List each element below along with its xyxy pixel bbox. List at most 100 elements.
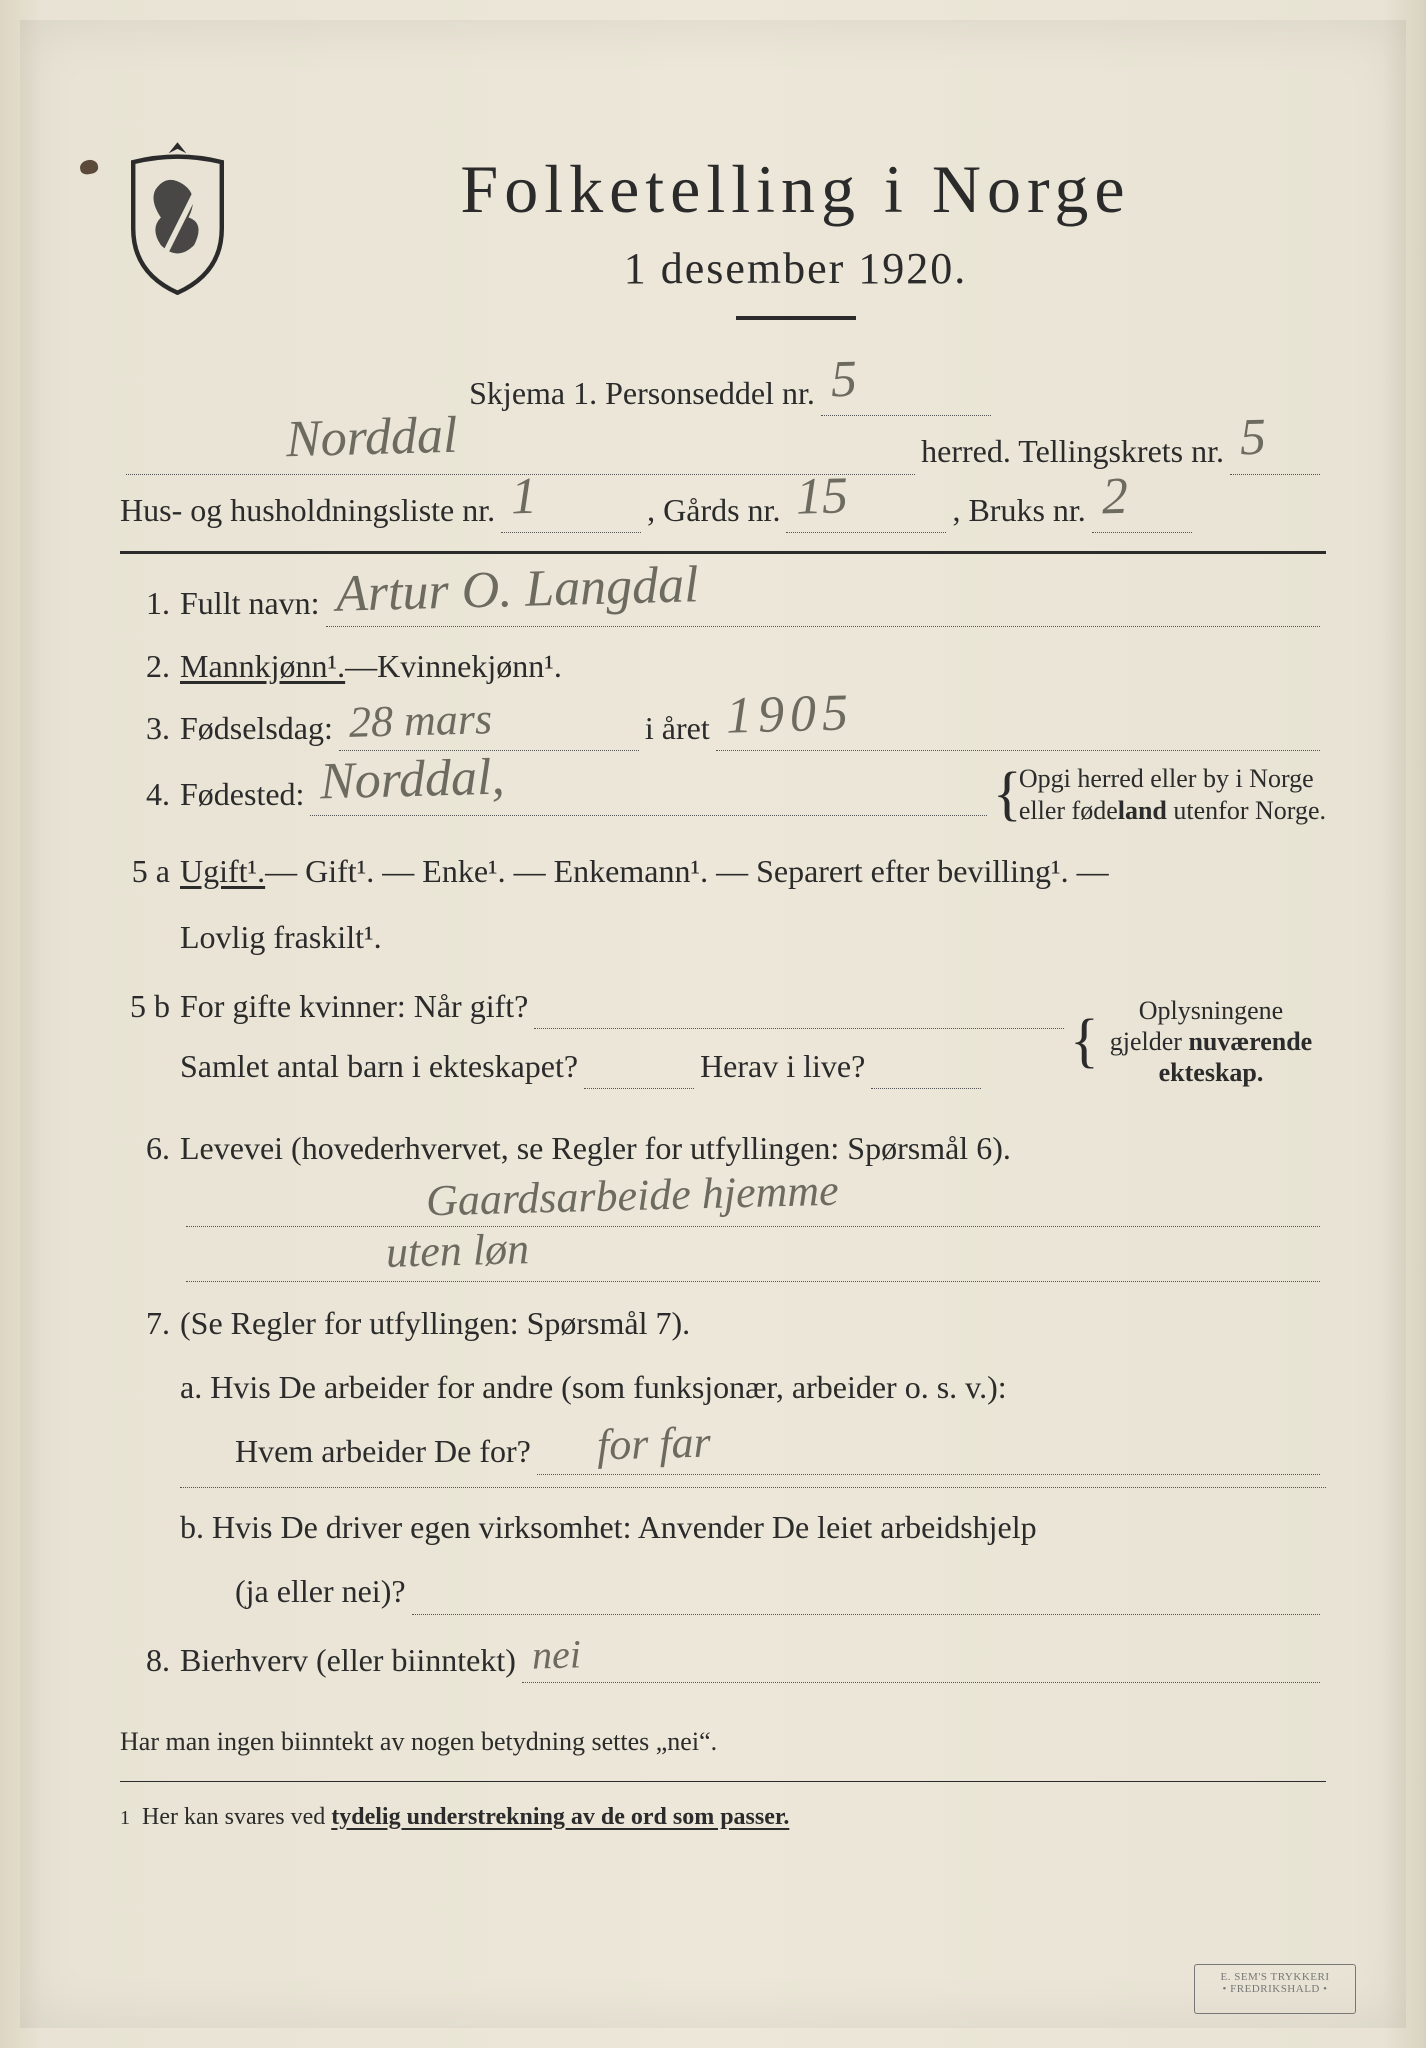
bruks-value: 2 (1101, 458, 1129, 534)
q6-num: 6. (120, 1125, 170, 1171)
title-rule (736, 316, 856, 320)
q2-num: 2. (120, 643, 170, 689)
q5a-rest: — Gift¹. — Enke¹. — Enkemann¹. — Separer… (265, 848, 1109, 894)
q3-year-field: 1905 (716, 708, 1320, 751)
q7a-label: a. Hvis De arbeider for andre (som funks… (180, 1364, 1007, 1410)
q3-num: 3. (120, 705, 170, 751)
q6-field2: uten løn (186, 1239, 1320, 1282)
q5b-l2b: Herav i live? (700, 1043, 865, 1089)
q5b-note: Oplysningene gjelder nuværende ekteskap. (1070, 995, 1326, 1089)
q8-label: Bierhverv (eller biinntekt) (180, 1637, 516, 1683)
q5b-note-l2: gjelder nuværende (1110, 1027, 1312, 1056)
q5a-line2: Lovlig fraskilt¹. (180, 914, 1326, 960)
skjema-label: Skjema 1. Personseddel nr. (469, 370, 815, 416)
main-title: Folketelling i Norge (265, 150, 1326, 229)
q7a-sub: Hvem arbeider De for? (235, 1428, 531, 1474)
q6-field1: Gaardsarbeide hjemme (186, 1184, 1320, 1227)
q1-num: 1. (120, 580, 170, 626)
q4-field: Norddal, (310, 773, 986, 816)
q5b-block: 5 b For gifte kvinner: Når gift? Samlet … (120, 983, 1326, 1102)
title-block: Folketelling i Norge 1 desember 1920. (265, 150, 1326, 320)
q7b-sub: (ja eller nei)? (235, 1568, 406, 1614)
q1-field: Artur O. Langdal (326, 584, 1320, 627)
q7a-value: for far (596, 1411, 711, 1478)
stamp-l1: E. SEM'S TRYKKERI (1195, 1971, 1355, 1983)
q5b-gift-field (534, 986, 1064, 1029)
stamp-l2: • FREDRIKSHALD • (1195, 1983, 1355, 1995)
gards-label: , Gårds nr. (647, 487, 780, 533)
husliste-label: Hus- og husholdningsliste nr. (120, 487, 495, 533)
q7b-label: b. Hvis De driver egen virksomhet: Anven… (180, 1504, 1037, 1550)
census-form-page: Folketelling i Norge 1 desember 1920. Sk… (0, 0, 1426, 2048)
q4-value: Norddal, (319, 739, 505, 819)
q3-line: 3. Fødselsdag: 28 mars i året 1905 (120, 705, 1326, 751)
q5a-line1: 5 a Ugift¹. — Gift¹. — Enke¹. — Enkemann… (120, 848, 1326, 894)
q1-value: Artur O. Langdal (335, 547, 699, 632)
herred-label: herred. Tellingskrets nr. (921, 428, 1224, 474)
q3-mid: i året (645, 705, 710, 751)
q2-dash: — (345, 643, 377, 689)
gards-field: 15 (786, 490, 946, 533)
q4-label: Fødested: (180, 771, 304, 817)
q6-value-line1: Gaardsarbeide hjemme (180, 1184, 1326, 1227)
q8-field: nei (522, 1640, 1320, 1683)
q7a-line: a. Hvis De arbeider for andre (som funks… (180, 1364, 1326, 1410)
personseddel-nr-field: 5 (821, 373, 991, 416)
q8-line: 8. Bierhverv (eller biinntekt) nei (120, 1637, 1326, 1683)
q5b-l1a: For gifte kvinner: Når gift? (180, 983, 528, 1029)
q7a-field: for far (537, 1432, 1320, 1475)
q5b-note-l3: ekteskap. (1159, 1058, 1264, 1087)
q7b-field (412, 1572, 1320, 1615)
q5b-num: 5 b (120, 983, 170, 1029)
q6-value-line2: uten løn (180, 1239, 1326, 1282)
form-body: Skjema 1. Personseddel nr. 5 Norddal her… (120, 370, 1326, 1835)
printer-stamp: E. SEM'S TRYKKERI • FREDRIKSHALD • (1194, 1964, 1356, 2014)
q4-note: Opgi herred eller by i Norge eller fødel… (993, 763, 1326, 825)
q5b-note-l1: Oplysningene (1139, 996, 1283, 1025)
husliste-value: 1 (510, 458, 538, 534)
q7b-sub-line: (ja eller nei)? (235, 1568, 1326, 1614)
tellingskrets-field: 5 (1230, 432, 1320, 475)
bruks-label: , Bruks nr. (952, 487, 1085, 533)
q5b-barn-field (584, 1046, 694, 1089)
header: Folketelling i Norge 1 desember 1920. (120, 140, 1326, 320)
q3-label: Fødselsdag: (180, 705, 333, 751)
subtitle: 1 desember 1920. (265, 243, 1326, 294)
q7a-sub-line: Hvem arbeider De for? for far (235, 1428, 1326, 1474)
ink-blot (79, 159, 99, 176)
q3-year-value: 1905 (725, 675, 855, 754)
meta-line-3: Hus- og husholdningsliste nr. 1 , Gårds … (120, 487, 1326, 533)
meta-line-2: Norddal herred. Tellingskrets nr. 5 (120, 428, 1326, 474)
gards-value: 15 (795, 458, 849, 535)
bruks-field: 2 (1092, 490, 1192, 533)
q5a-ugift: Ugift¹. (180, 848, 265, 894)
q7-num: 7. (120, 1300, 170, 1346)
separator-rule (120, 551, 1326, 554)
q4-note-l1: Opgi herred eller by i Norge (1019, 764, 1314, 793)
q2-line: 2. Mannkjønn¹. — Kvinnekjønn¹. (120, 643, 1326, 689)
q7-line: 7. (Se Regler for utfyllingen: Spørsmål … (120, 1300, 1326, 1346)
q7-label: (Se Regler for utfyllingen: Spørsmål 7). (180, 1300, 690, 1346)
q1-label: Fullt navn: (180, 580, 320, 626)
footnote: 1 Her kan svares ved tydelig understrekn… (120, 1800, 1326, 1835)
q6-value2: uten løn (385, 1217, 530, 1285)
q2-mann: Mannkjønn¹. (180, 643, 345, 689)
footer-note: Har man ingen biinntekt av nogen betydni… (120, 1723, 1326, 1761)
q4-line: 4. Fødested: Norddal, Opgi herred eller … (120, 763, 1326, 825)
footer-rule (120, 1781, 1326, 1782)
q7b-line: b. Hvis De driver egen virksomhet: Anven… (180, 1504, 1326, 1550)
q7a-rule (180, 1487, 1326, 1488)
q5b-live-field (871, 1046, 981, 1089)
q4-num: 4. (120, 771, 170, 817)
q5b-l2a: Samlet antal barn i ekteskapet? (180, 1043, 578, 1089)
coat-of-arms-icon (120, 140, 235, 295)
husliste-field: 1 (501, 490, 641, 533)
q5a-num: 5 a (120, 848, 170, 894)
herred-value: Norddal (285, 398, 458, 478)
personseddel-nr-value: 5 (830, 342, 858, 418)
q8-value: nei (531, 1625, 581, 1684)
q8-num: 8. (120, 1637, 170, 1683)
q4-note-l2: eller fødeland utenfor Norge. (1019, 796, 1326, 825)
q5a-line2-text: Lovlig fraskilt¹. (180, 914, 382, 960)
q1-line: 1. Fullt navn: Artur O. Langdal (120, 580, 1326, 626)
